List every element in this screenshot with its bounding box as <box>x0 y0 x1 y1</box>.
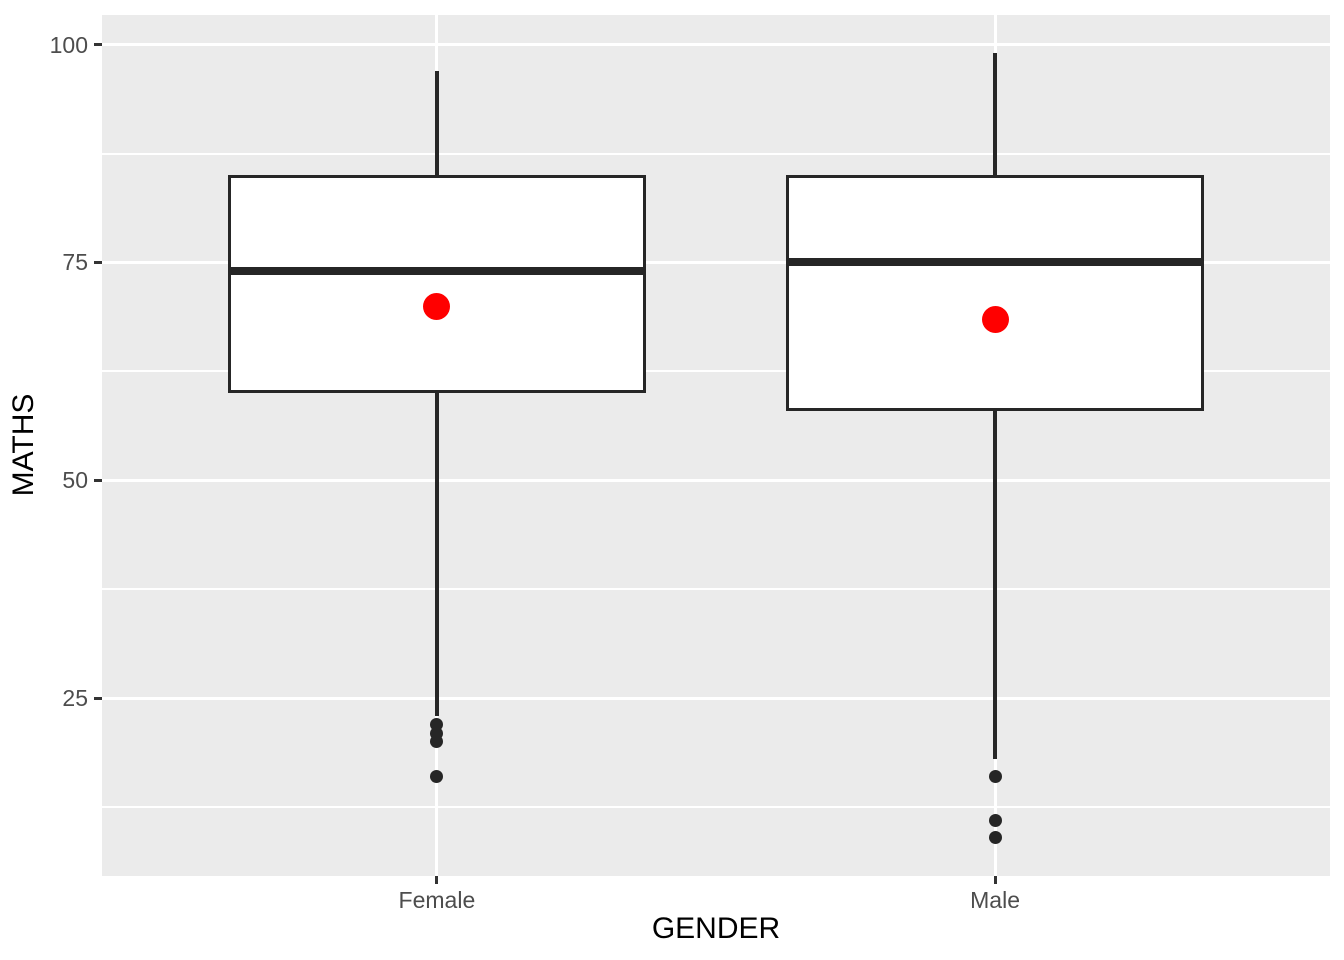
outlier-point <box>430 770 444 784</box>
whisker-upper <box>993 53 998 176</box>
outlier-point <box>430 735 444 749</box>
y-tick-label: 50 <box>62 467 88 494</box>
outlier-point <box>988 831 1002 845</box>
y-tick-mark <box>94 260 102 264</box>
y-tick-label: 25 <box>62 685 88 712</box>
gridline-minor-h <box>102 588 1330 591</box>
y-tick-mark <box>94 43 102 47</box>
x-tick-label: Female <box>398 887 476 913</box>
outlier-point <box>988 813 1002 827</box>
gridline-minor-h <box>102 806 1330 809</box>
whisker-upper <box>434 70 439 176</box>
y-tick-mark <box>94 478 102 482</box>
y-tick-label: 75 <box>62 249 88 276</box>
y-tick-mark <box>94 696 102 700</box>
x-tick-mark <box>435 876 439 884</box>
box-iqr <box>785 175 1205 411</box>
gridline-major-h <box>102 260 1330 264</box>
y-tick-label: 100 <box>49 31 88 58</box>
median-line <box>227 267 647 276</box>
gridline-major-h <box>102 43 1330 47</box>
box-iqr <box>227 175 647 394</box>
gridline-major-h <box>102 696 1330 700</box>
y-axis-title: MATHS <box>7 393 40 497</box>
gridline-minor-h <box>102 152 1330 155</box>
whisker-lower <box>434 393 439 716</box>
x-tick-mark <box>993 876 997 884</box>
gridline-minor-h <box>102 370 1330 373</box>
x-tick-label: Male <box>970 887 1020 913</box>
whisker-lower <box>993 410 998 760</box>
gridline-major-h <box>102 478 1330 482</box>
x-axis-title: GENDER <box>651 912 781 945</box>
mean-point <box>423 292 451 320</box>
mean-point <box>981 305 1009 333</box>
outlier-point <box>988 770 1002 784</box>
plot-panel <box>102 15 1330 876</box>
median-line <box>785 258 1205 267</box>
